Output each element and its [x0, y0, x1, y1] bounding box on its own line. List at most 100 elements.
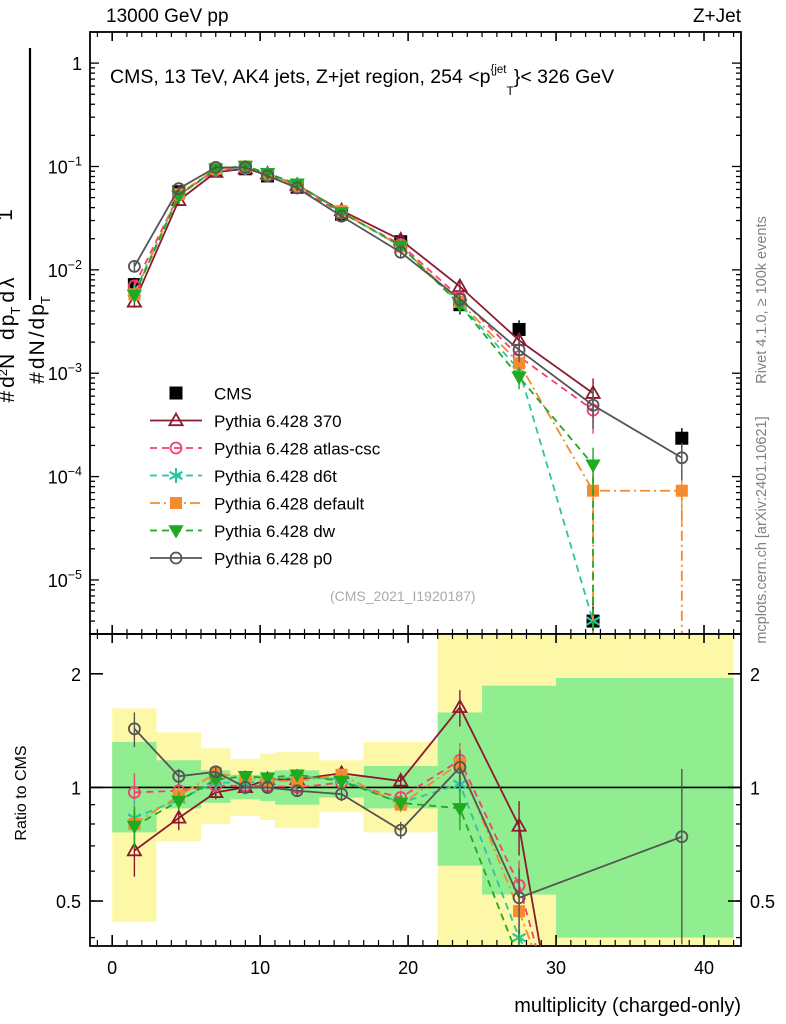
series-line: [133, 165, 594, 466]
y-tick-label: 10−5: [48, 568, 82, 591]
data-marker: [169, 441, 183, 455]
header-right: Z+Jet: [693, 6, 742, 27]
ratio-series-pythia-6-428-dw: [126, 769, 520, 946]
ratio-series-line: [133, 761, 520, 912]
series-pythia-6-428-p0: [127, 160, 689, 481]
legend-label: Pythia 6.428 d6t: [214, 467, 337, 486]
ratio-series-line: [133, 773, 515, 946]
series-pythia-6-428-d6t: [127, 159, 601, 634]
y-tick-labels: 1 10−1 10−2 10−3 10−4 10−5: [48, 54, 82, 591]
ratio-series-tail: [518, 825, 541, 946]
data-marker: [585, 459, 601, 473]
data-marker: [172, 182, 186, 196]
data-marker: [394, 245, 408, 259]
mcplots-source-label: mcplots.cern.ch [arXiv:2401.10621]: [754, 416, 770, 643]
x-tick-label: 10: [250, 958, 270, 978]
data-marker: [172, 769, 186, 783]
data-marker: [171, 795, 187, 810]
ratio-plot-panel: 2 2 1 1 0.5 0.5 0 10 20 30 40: [56, 633, 775, 978]
series-pythia-6-428-dw: [126, 160, 601, 634]
data-marker: [512, 343, 526, 357]
data-marker: [168, 525, 184, 539]
data-marker: [393, 797, 409, 811]
x-axis-label: multiplicity (charged-only): [514, 995, 741, 1017]
series-line: [133, 166, 594, 622]
ratio-tick-label: 2: [71, 665, 81, 685]
data-marker: [675, 451, 689, 465]
x-tick-label: 40: [694, 958, 714, 978]
ratio-series-pythia-6-428-p0: [127, 712, 689, 945]
data-marker: [586, 398, 600, 412]
x-tick-labels: 0 10 20 30 40: [107, 958, 714, 978]
data-marker: [170, 497, 182, 509]
data-marker: [261, 169, 274, 183]
legend-label: CMS: [214, 385, 252, 404]
legend-label: Pythia 6.428 p0: [214, 550, 332, 569]
data-marker: [675, 830, 689, 844]
series-pythia-6-428-370: [126, 160, 602, 416]
legend-item-cms[interactable]: CMS: [169, 385, 252, 404]
series-pythia-6-428-atlas-csc: [127, 161, 600, 434]
ratio-tick-label-right: 2: [750, 665, 760, 685]
data-marker: [335, 787, 348, 801]
data-marker: [127, 722, 141, 736]
data-marker: [510, 817, 528, 832]
ratio-axis-ticks: [90, 634, 741, 946]
series-cms: [127, 162, 689, 634]
ratio-tick-labels: 2 2 1 1 0.5 0.5: [56, 665, 775, 912]
data-marker: [127, 259, 141, 273]
series-line: [133, 166, 683, 459]
ratio-series-group: [126, 690, 689, 946]
data-marker: [238, 781, 252, 794]
y-tick-label: 10−1: [48, 154, 82, 177]
legend-item-pythia-6-428-default[interactable]: Pythia 6.428 default: [150, 495, 365, 514]
data-marker: [167, 411, 185, 427]
series-pythia-6-428-default: [128, 160, 688, 634]
data-marker: [126, 293, 143, 308]
data-marker: [127, 786, 141, 799]
legend-item-pythia-6-428-dw[interactable]: Pythia 6.428 dw: [150, 522, 336, 541]
y-tick-label: 1: [72, 54, 82, 74]
x-tick-label: 30: [546, 958, 566, 978]
y-axis-label: #d2N dpTdλ #dN/dpT 1: [0, 48, 53, 403]
data-marker: [259, 772, 276, 786]
data-marker: [675, 484, 688, 497]
data-marker: [169, 386, 183, 400]
data-marker: [126, 841, 143, 857]
data-marker: [675, 431, 689, 445]
ratio-series-line: [133, 705, 520, 852]
main-series-group: [126, 159, 689, 634]
data-marker: [126, 820, 143, 835]
ratio-tick-label: 0.5: [56, 892, 81, 912]
data-marker: [335, 209, 348, 223]
data-marker: [237, 771, 253, 785]
ratio-series-line: [134, 758, 520, 886]
svg-text:#dN/dpT: #dN/dpT: [26, 296, 53, 384]
data-marker: [289, 769, 305, 783]
legend-item-pythia-6-428-p0[interactable]: Pythia 6.428 p0: [150, 550, 332, 569]
legend-item-pythia-6-428-atlas-csc[interactable]: Pythia 6.428 atlas-csc: [150, 440, 381, 459]
y-tick-label: 10−3: [48, 361, 82, 384]
data-marker: [451, 698, 469, 713]
legend-label: Pythia 6.428 dw: [214, 522, 336, 541]
data-marker: [290, 784, 304, 798]
legend-item-pythia-6-428-d6t[interactable]: Pythia 6.428 d6t: [150, 467, 337, 486]
main-plot-panel: 1 10−1 10−2 10−3 10−4 10−5: [48, 31, 742, 635]
data-marker: [289, 178, 305, 192]
data-marker: [333, 775, 350, 790]
legend: CMS Pythia 6.428 370 Pythia 6.428 atlas-cs…: [150, 385, 381, 569]
data-marker: [512, 891, 526, 905]
data-marker: [392, 772, 409, 787]
ratio-series-tail: [518, 885, 537, 946]
legend-label: Pythia 6.428 default: [214, 495, 365, 514]
data-marker: [453, 760, 467, 774]
svg-text:#d2N dpTdλ: #d2N dpTdλ: [0, 277, 23, 403]
legend-item-pythia-6-428-370[interactable]: Pythia 6.428 370: [150, 411, 342, 431]
data-marker: [207, 783, 224, 798]
svg-text:1: 1: [0, 209, 17, 221]
legend-label: Pythia 6.428 atlas-csc: [214, 440, 381, 459]
ratio-tick-label-right: 0.5: [750, 892, 775, 912]
data-marker: [453, 292, 467, 306]
